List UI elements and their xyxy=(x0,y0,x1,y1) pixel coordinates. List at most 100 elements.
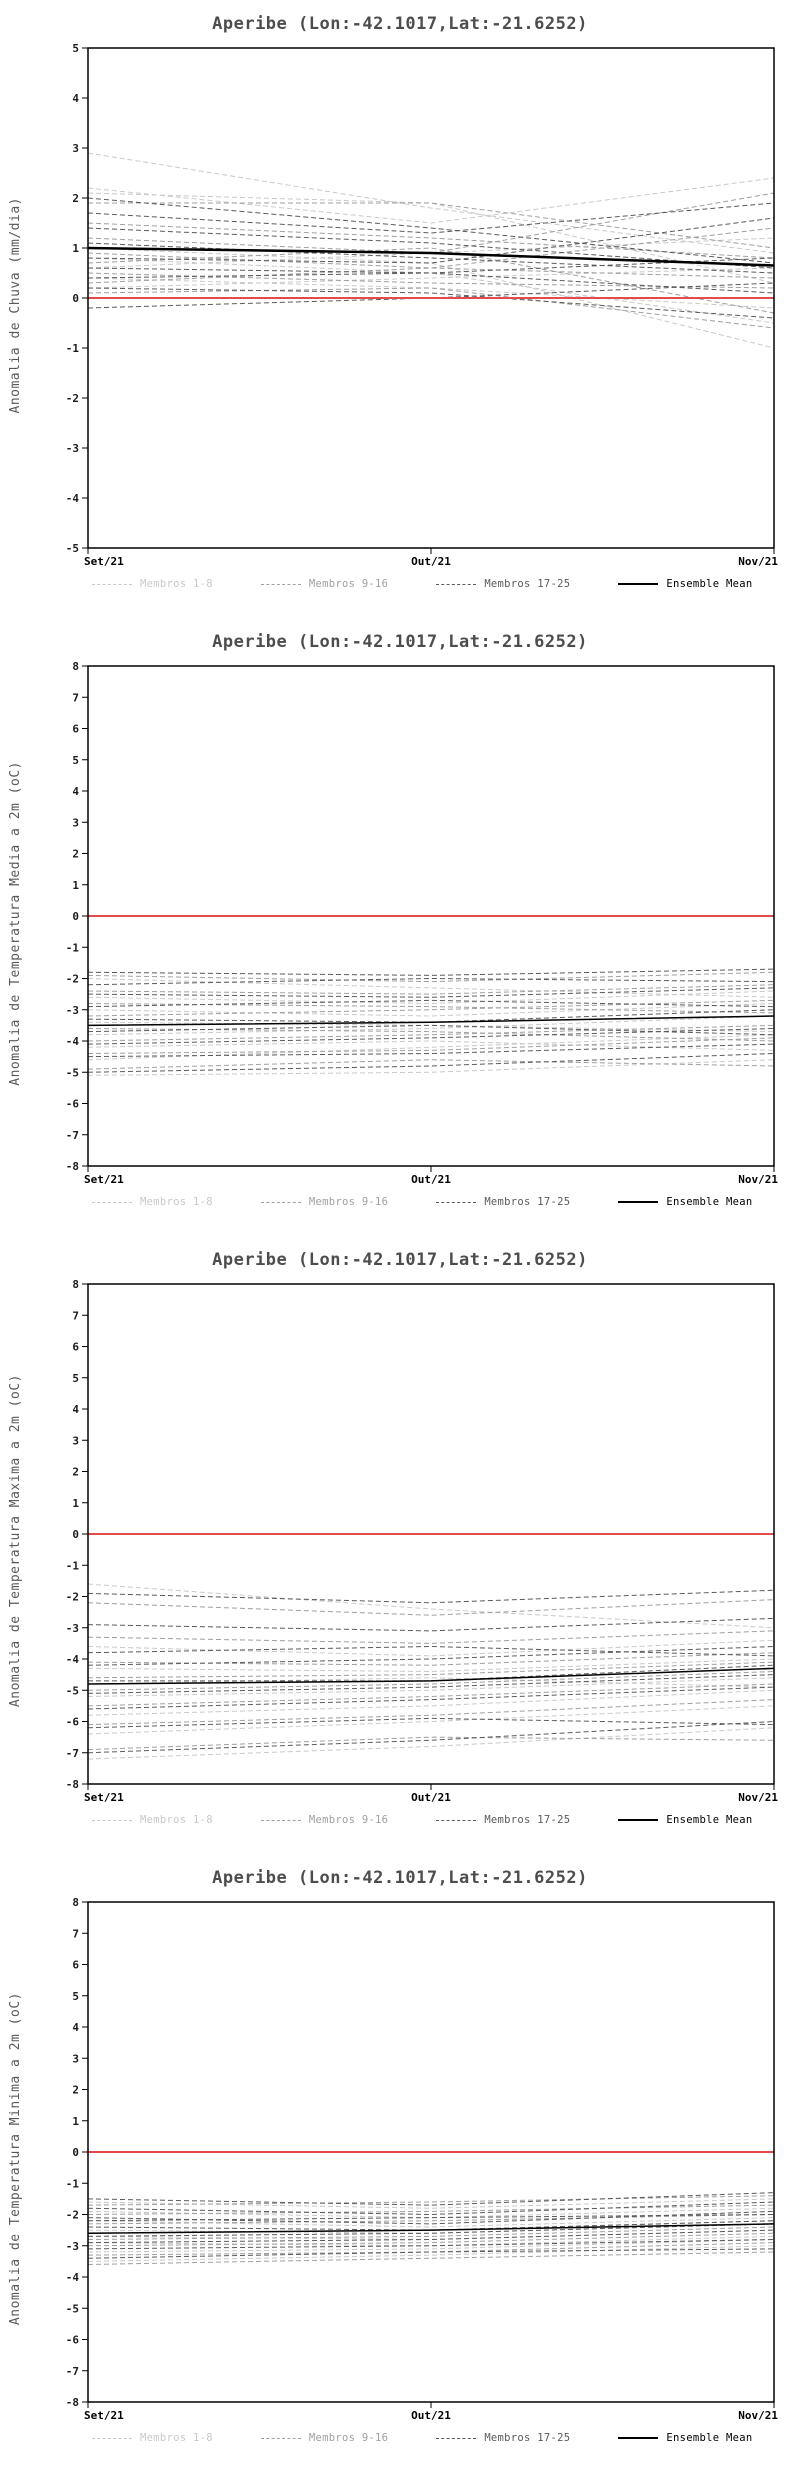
svg-text:-3: -3 xyxy=(66,442,79,455)
legend-label: Membros 1-8 xyxy=(140,1196,213,1208)
svg-text:6: 6 xyxy=(72,1959,79,1972)
y-axis-label: Anomalia de Temperatura Media a 2m (oC) xyxy=(7,760,23,1086)
solid-line-swatch xyxy=(618,583,659,585)
legend-label: Membros 17-25 xyxy=(484,2432,571,2444)
legend-item-ensemble-mean: Ensemble Mean xyxy=(618,578,752,590)
svg-text:Nov/21: Nov/21 xyxy=(738,2409,778,2422)
svg-text:-6: -6 xyxy=(66,2334,80,2347)
chart-panel-temp-minima: Aperibe (Lon:-42.1017,Lat:-21.6252) Anom… xyxy=(0,1854,800,2472)
svg-text:0: 0 xyxy=(72,2146,79,2159)
svg-text:-6: -6 xyxy=(66,1716,80,1729)
legend-item-membros-1-8: Membros 1-8 xyxy=(92,1196,213,1208)
svg-text:8: 8 xyxy=(72,1896,79,1909)
legend: Membros 1-8 Membros 9-16 Membros 17-25 E… xyxy=(92,578,800,590)
legend-item-ensemble-mean: Ensemble Mean xyxy=(618,1196,752,1208)
legend-item-membros-1-8: Membros 1-8 xyxy=(92,578,213,590)
legend-label: Membros 9-16 xyxy=(308,1814,389,1826)
dashed-line-swatch xyxy=(436,1819,477,1821)
svg-text:1: 1 xyxy=(72,879,79,892)
legend-item-membros-17-25: Membros 17-25 xyxy=(436,1196,570,1208)
svg-text:3: 3 xyxy=(72,142,79,155)
chart-title: Aperibe (Lon:-42.1017,Lat:-21.6252) xyxy=(212,1868,588,1888)
dashed-line-swatch xyxy=(92,583,132,585)
svg-text:1: 1 xyxy=(72,1497,79,1510)
y-axis-label-column: Anomalia de Temperatura Maxima a 2m (oC) xyxy=(0,1276,30,1806)
legend-item-membros-1-8: Membros 1-8 xyxy=(92,1814,213,1826)
svg-text:5: 5 xyxy=(72,42,79,55)
legend: Membros 1-8 Membros 9-16 Membros 17-25 E… xyxy=(92,2432,800,2444)
dashed-line-swatch xyxy=(260,2437,301,2439)
svg-text:4: 4 xyxy=(72,2021,79,2034)
svg-text:-1: -1 xyxy=(66,1559,80,1572)
solid-line-swatch xyxy=(618,1201,659,1203)
y-axis-label-column: Anomalia de Temperatura Minima a 2m (oC) xyxy=(0,1894,30,2424)
svg-text:0: 0 xyxy=(72,292,79,305)
legend-label: Membros 17-25 xyxy=(484,1196,571,1208)
legend-label: Membros 9-16 xyxy=(308,578,389,590)
svg-text:1: 1 xyxy=(72,242,79,255)
svg-text:1: 1 xyxy=(72,2115,79,2128)
svg-text:2: 2 xyxy=(72,1466,79,1479)
svg-text:4: 4 xyxy=(72,785,79,798)
legend: Membros 1-8 Membros 9-16 Membros 17-25 E… xyxy=(92,1814,800,1826)
dashed-line-swatch xyxy=(260,1201,301,1203)
dashed-line-swatch xyxy=(92,2437,132,2439)
legend-item-ensemble-mean: Ensemble Mean xyxy=(618,1814,752,1826)
svg-text:8: 8 xyxy=(72,660,79,673)
dashed-line-swatch xyxy=(436,2437,477,2439)
chart-title: Aperibe (Lon:-42.1017,Lat:-21.6252) xyxy=(212,1250,588,1270)
svg-text:-8: -8 xyxy=(66,1778,79,1791)
svg-text:Set/21: Set/21 xyxy=(84,2409,124,2422)
dashed-line-swatch xyxy=(92,1201,132,1203)
svg-text:4: 4 xyxy=(72,92,79,105)
svg-text:Set/21: Set/21 xyxy=(84,555,124,568)
legend-item-membros-17-25: Membros 17-25 xyxy=(436,578,570,590)
svg-text:Nov/21: Nov/21 xyxy=(738,1791,778,1804)
legend-item-ensemble-mean: Ensemble Mean xyxy=(618,2432,752,2444)
svg-text:2: 2 xyxy=(72,848,79,861)
svg-text:0: 0 xyxy=(72,910,79,923)
svg-text:5: 5 xyxy=(72,754,79,767)
svg-text:-6: -6 xyxy=(66,1098,80,1111)
legend-label: Ensemble Mean xyxy=(666,1196,753,1208)
legend-label: Membros 1-8 xyxy=(140,578,213,590)
svg-text:-2: -2 xyxy=(66,392,79,405)
svg-text:8: 8 xyxy=(72,1278,79,1291)
svg-text:-1: -1 xyxy=(66,2177,80,2190)
svg-text:-1: -1 xyxy=(66,342,80,355)
svg-text:Nov/21: Nov/21 xyxy=(738,555,778,568)
svg-text:-8: -8 xyxy=(66,1160,79,1173)
plot-row: Anomalia de Chuva (mm/dia) -5 -4 -3 -2 -1 0 1 2… xyxy=(0,40,800,570)
plot-area: -8 -7 -6 -5 -4 -3 -2 -1 0 1 2 3 4 5 6 7 8 Set/21 Out/21 Nov… xyxy=(66,660,779,1186)
dashed-line-swatch xyxy=(92,1819,132,1821)
svg-text:-4: -4 xyxy=(66,492,80,505)
svg-text:4: 4 xyxy=(72,1403,79,1416)
legend-item-membros-9-16: Membros 9-16 xyxy=(260,2432,388,2444)
plot-row: Anomalia de Temperatura Maxima a 2m (oC)… xyxy=(0,1276,800,1806)
svg-text:6: 6 xyxy=(72,723,79,736)
svg-text:7: 7 xyxy=(72,691,79,704)
svg-text:-4: -4 xyxy=(66,2271,80,2284)
svg-text:Set/21: Set/21 xyxy=(84,1791,124,1804)
svg-text:Out/21: Out/21 xyxy=(411,555,451,568)
legend-item-membros-17-25: Membros 17-25 xyxy=(436,2432,570,2444)
legend-label: Ensemble Mean xyxy=(666,1814,753,1826)
solid-line-swatch xyxy=(618,1819,659,1821)
svg-text:0: 0 xyxy=(72,1528,79,1541)
svg-text:2: 2 xyxy=(72,2084,79,2097)
plot-area: -8 -7 -6 -5 -4 -3 -2 -1 0 1 2 3 4 5 6 7 8 Set/21 Out/21 Nov… xyxy=(66,1278,779,1804)
svg-text:-4: -4 xyxy=(66,1035,80,1048)
svg-text:-7: -7 xyxy=(66,1129,79,1142)
svg-text:-7: -7 xyxy=(66,1747,79,1760)
svg-text:Out/21: Out/21 xyxy=(411,2409,451,2422)
chart-panel-temp-media: Aperibe (Lon:-42.1017,Lat:-21.6252) Anom… xyxy=(0,618,800,1236)
legend-label: Membros 9-16 xyxy=(308,1196,389,1208)
dashed-line-swatch xyxy=(436,583,477,585)
svg-text:6: 6 xyxy=(72,1341,79,1354)
svg-text:-7: -7 xyxy=(66,2365,79,2378)
svg-text:-4: -4 xyxy=(66,1653,80,1666)
svg-text:-8: -8 xyxy=(66,2396,79,2409)
svg-text:7: 7 xyxy=(72,1927,79,1940)
plot-row: Anomalia de Temperatura Media a 2m (oC) … xyxy=(0,658,800,1188)
svg-text:-5: -5 xyxy=(66,1684,79,1697)
